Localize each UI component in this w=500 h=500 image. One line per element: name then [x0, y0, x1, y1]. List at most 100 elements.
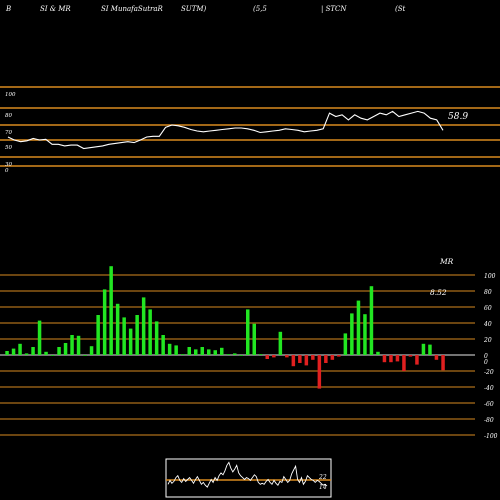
mr-tick-label: 0 — [484, 353, 488, 360]
mr-bar — [109, 266, 113, 355]
rsi-tick-label: 100 — [5, 92, 16, 98]
mr-bar — [76, 335, 81, 355]
rsi-tick-label: 80 — [5, 113, 12, 119]
rsi-line — [7, 110, 444, 150]
mr-bar — [57, 347, 61, 355]
mr-bar — [382, 355, 387, 363]
header-item-5: | STCN — [321, 5, 347, 13]
mr-bar — [31, 347, 35, 355]
mr-bar — [428, 344, 432, 355]
mr-bar — [154, 321, 159, 355]
mr-bar — [128, 328, 133, 355]
header-item-3: SUTM) — [181, 5, 207, 13]
mr-bar — [278, 331, 283, 355]
mr-bar — [24, 353, 29, 355]
mr-bar — [246, 309, 250, 355]
mr-tick-label: 0 — [484, 359, 488, 366]
rsi-tick-label: 0 — [5, 168, 9, 174]
mr-tick-label: 60 — [484, 305, 492, 312]
mr-tick-label: -100 — [484, 433, 498, 440]
mr-bar — [83, 355, 87, 356]
mr-bar — [252, 323, 256, 355]
mr-bar — [350, 313, 354, 355]
mr-bar — [304, 355, 309, 366]
mr-bar — [343, 333, 348, 355]
mr-bar — [167, 343, 172, 355]
mr-bar — [311, 355, 315, 360]
mr-bar — [187, 347, 191, 355]
mr-bar — [337, 355, 341, 357]
mr-bar — [44, 351, 48, 355]
rsi-tick-label: 50 — [5, 145, 12, 151]
mr-bar — [5, 351, 9, 355]
mr-bar — [220, 347, 224, 355]
mr-bar — [317, 355, 322, 389]
mr-bar — [50, 355, 55, 356]
header-item-2: SI MunafaSutraR — [101, 5, 164, 13]
rsi-tick-label: 30 — [5, 162, 12, 168]
mr-bar — [89, 346, 94, 355]
mr-bar — [298, 355, 302, 363]
mr-bar — [395, 355, 400, 362]
mr-bar — [324, 355, 328, 363]
rsi-last-value: 58.9 — [448, 112, 468, 122]
mr-bar — [265, 355, 269, 359]
mr-bar — [141, 297, 146, 355]
mr-bar — [161, 335, 165, 355]
mr-bar — [376, 351, 380, 355]
header-item-0: B — [5, 5, 11, 13]
header-item-4: (5,5 — [253, 5, 267, 13]
mr-bar — [259, 354, 263, 355]
mr-bar — [70, 335, 74, 355]
mr-bar — [233, 353, 237, 355]
mr-tick-label: -40 — [484, 385, 494, 392]
mr-tick-label: 100 — [484, 273, 496, 280]
mr-bar — [415, 355, 419, 365]
mr-bar — [330, 355, 335, 360]
mini-label-lower: 14 — [319, 484, 327, 491]
mini-line — [167, 461, 328, 488]
mr-bar — [63, 343, 68, 355]
header-item-6: (St — [395, 5, 406, 13]
rsi-tick-label: 70 — [5, 130, 12, 136]
mr-bar — [441, 355, 445, 371]
mr-bar — [356, 300, 361, 355]
mr-tick-label: 80 — [484, 289, 492, 296]
mr-bar — [174, 345, 178, 355]
mr-tick-label: -60 — [484, 401, 494, 408]
mr-bar — [434, 355, 439, 360]
mr-tick-label: -80 — [484, 417, 494, 424]
header-svg: B SI & MR SI MunafaSutraR SUTM) (5,5 | S… — [5, 5, 406, 13]
mrsi-panel: 100 80 60 40 20 00 -20 -40 -60 -80 -100 MR 8.52 — [0, 257, 498, 440]
mr-bar — [37, 320, 42, 355]
mr-tick-label: -20 — [484, 369, 494, 376]
mr-bar — [181, 354, 185, 355]
mr-bar — [213, 350, 217, 355]
mini-label-upper: 22 — [318, 474, 327, 481]
mr-bar — [226, 354, 230, 355]
mr-bar — [239, 355, 243, 356]
mr-bar — [421, 343, 426, 355]
mr-bar — [102, 289, 107, 355]
mr-bar — [272, 355, 276, 358]
mr-bar — [11, 348, 16, 355]
mr-bar — [363, 314, 367, 355]
mr-bar — [122, 317, 126, 355]
mr-value-label: 8.52 — [430, 288, 447, 297]
mr-bar — [389, 355, 393, 363]
mr-bar — [96, 315, 100, 355]
rsi-panel: 100 80 70 50 300 58.9 — [0, 86, 500, 174]
header-item-1: SI & MR — [40, 5, 71, 13]
mr-bar — [291, 355, 296, 367]
mr-bar — [402, 355, 406, 371]
mr-bar — [285, 355, 289, 358]
mr-bar — [207, 349, 211, 355]
mr-bar — [408, 355, 413, 357]
mr-bar — [200, 347, 204, 355]
mr-bar — [135, 315, 139, 355]
mr-bar — [18, 343, 22, 355]
mr-bar — [148, 309, 152, 355]
mr-tick-label: 20 — [483, 337, 492, 344]
